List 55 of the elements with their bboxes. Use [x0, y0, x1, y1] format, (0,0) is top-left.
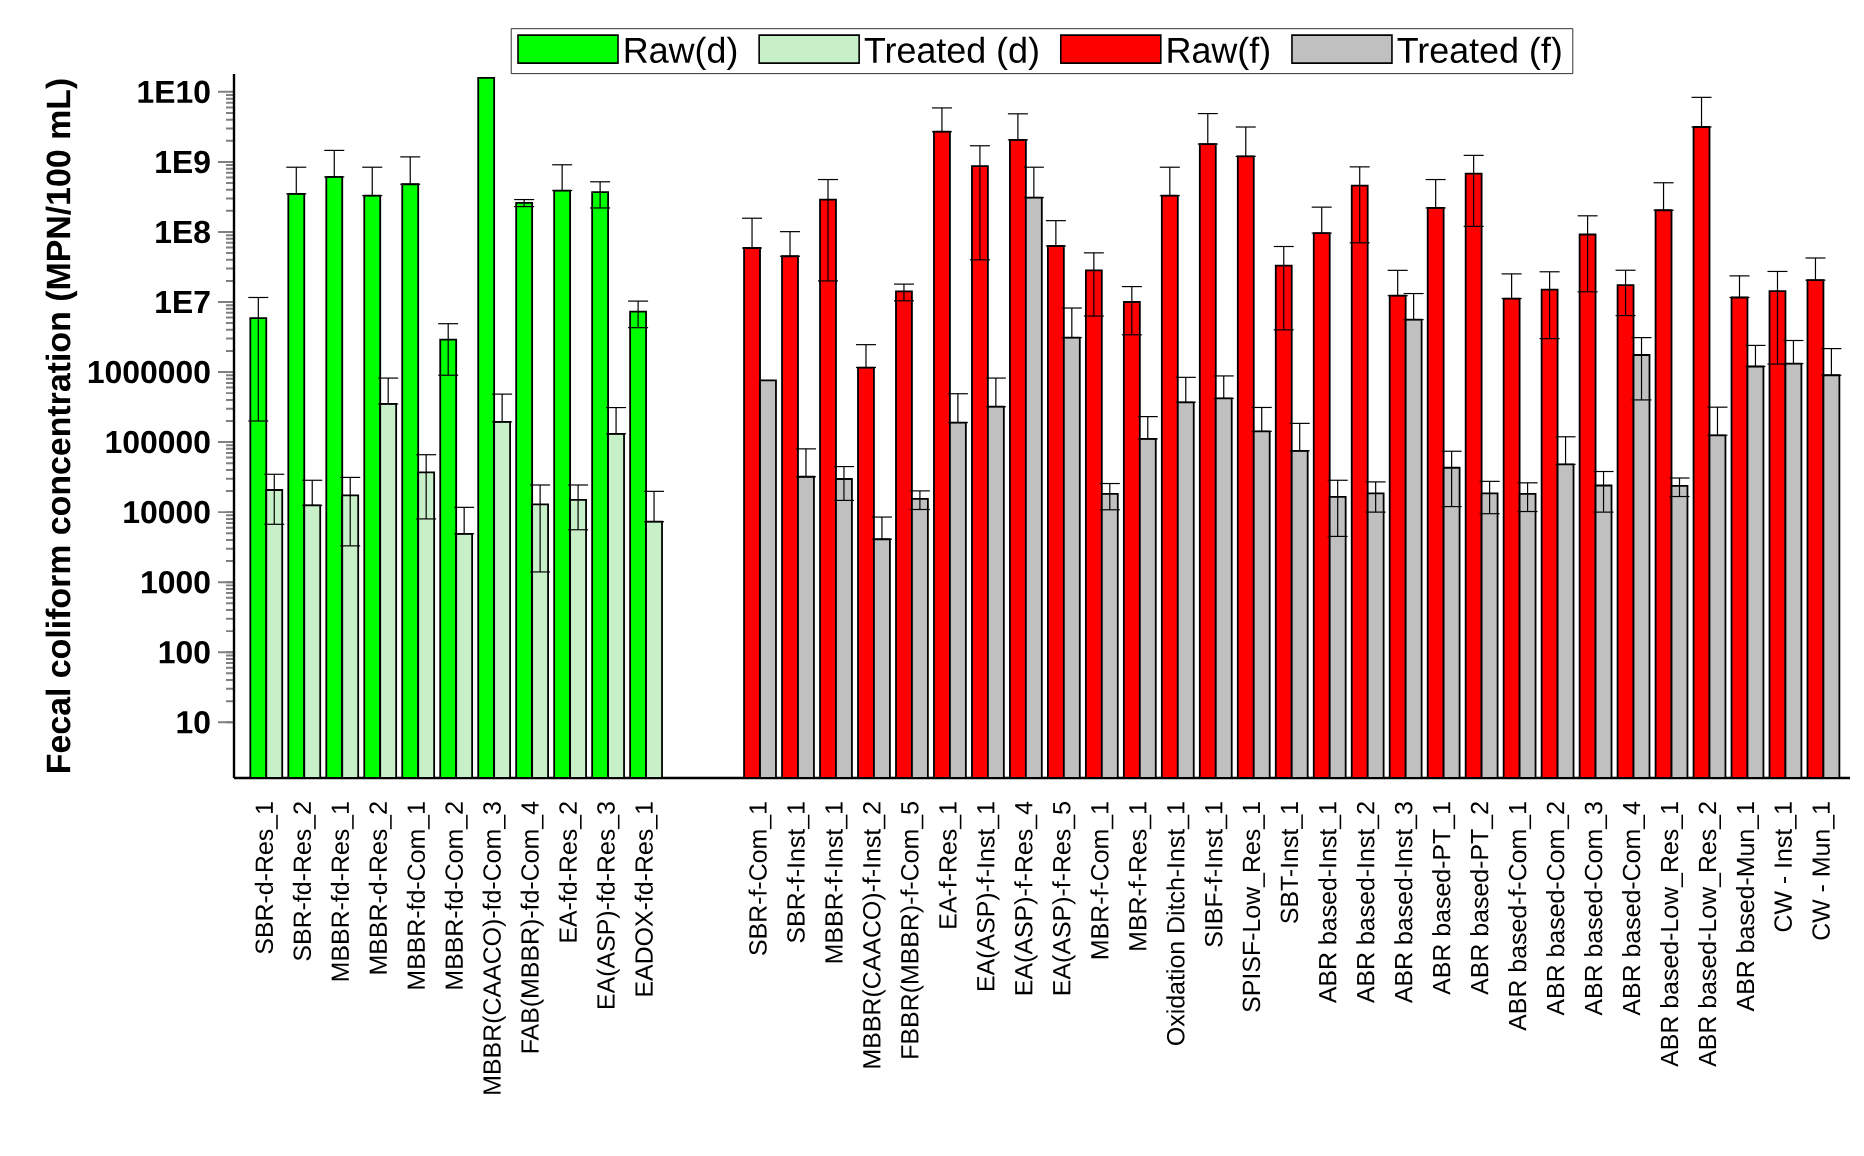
- x-tick-label: MBBR-fd-Res_1: [330, 802, 354, 981]
- x-tick-label: MBBR(CAACO)-fd-Com_3: [482, 802, 506, 1094]
- x-tick-label: ABR based-Com_2: [1546, 802, 1570, 1016]
- legend-label: Treated (f): [1397, 36, 1561, 71]
- x-tick-label: MBBR-d-Res_2: [368, 802, 392, 974]
- x-tick-label: EA(ASP)-f-Inst_1: [976, 802, 1000, 991]
- x-tick-label: ABR based-Mun_1: [1735, 802, 1759, 1012]
- x-tick-label: SBT-Inst_1: [1280, 802, 1303, 924]
- y-axis-title: Fecal coliform concentration (MPN/100 mL): [45, 79, 78, 772]
- x-tick-label: EA-fd-Res_2: [558, 802, 582, 942]
- x-tick-label: ABR based-Inst_3: [1394, 802, 1418, 1004]
- x-tick-label: ABR based-Inst_1: [1318, 802, 1342, 1004]
- legend-label: Raw(d): [625, 36, 737, 71]
- x-tick-label: ABR based-Inst_2: [1356, 802, 1380, 1004]
- y-tick-label: 1000000: [88, 360, 210, 384]
- x-tick-label: EA(ASP)-fd-Res_3: [596, 802, 620, 1009]
- x-tick-label: ABR based-PT_1: [1432, 802, 1456, 995]
- x-tick-label: EA(ASP)-f-Res_5: [1052, 802, 1076, 995]
- x-tick-label: SBR-f-Com_1: [748, 802, 772, 955]
- x-tick-label: SPISF-Low_Res_1: [1242, 802, 1265, 1012]
- x-tick-label: ABR based-f-Com_1: [1508, 802, 1532, 1031]
- legend-label: Raw(f): [1168, 36, 1269, 71]
- x-tick-label: ABR based-Com_4: [1622, 801, 1646, 1016]
- x-tick-label: MBBR-fd-Com_2: [444, 802, 468, 989]
- y-tick-label: 1E10: [138, 80, 210, 104]
- x-tick-label: SBR-fd-Res_2: [292, 802, 316, 961]
- x-tick-label: FBBR(MBBR)-f-Com_5: [900, 802, 924, 1058]
- x-tick-label: MBR-f-Com_1: [1090, 802, 1114, 959]
- x-tick-label: CW - Inst_1: [1774, 802, 1797, 932]
- y-tick-label: 10000: [124, 500, 210, 524]
- y-tick-label: 1E8: [156, 220, 210, 244]
- y-tick-label: 1E7: [156, 291, 210, 313]
- x-tick-label: Oxidation Ditch-Inst_1: [1166, 802, 1190, 1045]
- x-tick-label: MBR-f-Res_1: [1128, 802, 1152, 950]
- y-tick-label: 10: [177, 710, 210, 734]
- x-tick-label: MBBR(CAACO)-f-Inst_2: [862, 802, 886, 1068]
- y-tick-label: 100: [159, 640, 210, 664]
- y-tick-label: 1000: [142, 570, 210, 594]
- x-tick-label: SIBF-f-Inst_1: [1204, 802, 1228, 947]
- y-tick-label: 1E9: [156, 150, 210, 174]
- x-tick-label: ABR based-Low_Res_1: [1660, 802, 1684, 1067]
- x-tick-label: ABR based-Low_Res_2: [1697, 802, 1721, 1067]
- x-tick-label: EADOX-fd-Res_1: [634, 802, 658, 996]
- x-tick-label: SBR-d-Res_1: [254, 802, 278, 954]
- x-tick-label: ABR based-PT_2: [1470, 802, 1494, 995]
- x-tick-label: FAB(MBBR)-fd-Com_4: [520, 801, 544, 1053]
- x-tick-label: EA-f-Res_1: [938, 802, 962, 928]
- x-tick-label: ABR based-Com_3: [1584, 802, 1608, 1016]
- x-tick-label: CW - Mun_1: [1812, 802, 1835, 940]
- x-tick-label: MBBR-f-Inst_1: [824, 802, 848, 963]
- x-tick-label: SBR-f-Inst_1: [786, 802, 810, 943]
- legend-label: Treated (d): [864, 36, 1038, 71]
- y-tick-label: 100000: [106, 430, 210, 454]
- x-tick-label: EA(ASP)-f-Res_4: [1014, 801, 1038, 995]
- x-tick-label: MBBR-fd-Com_1: [406, 802, 430, 989]
